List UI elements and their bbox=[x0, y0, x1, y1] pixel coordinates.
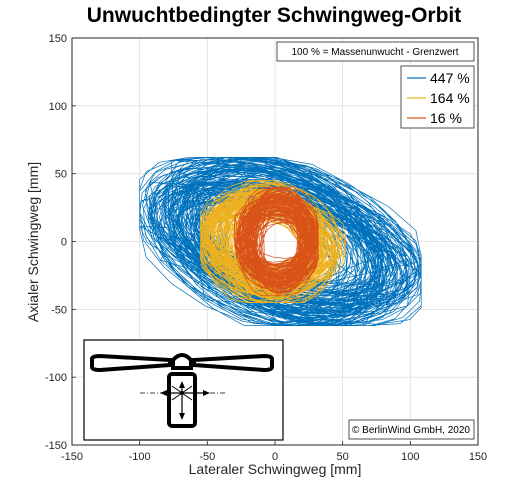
series-trace bbox=[234, 186, 319, 297]
y-axis-label: Axialer Schwingweg [mm] bbox=[25, 162, 41, 322]
legend-label: 447 % bbox=[430, 70, 470, 86]
y-tick-label: 100 bbox=[49, 101, 67, 113]
x-tick-label: -100 bbox=[129, 451, 151, 463]
series-3 bbox=[234, 186, 319, 297]
legend-label: 164 % bbox=[430, 90, 470, 106]
copyright-text: © BerlinWind GmbH, 2020 bbox=[352, 425, 470, 436]
y-tick-label: 50 bbox=[55, 169, 67, 181]
y-tick-label: -100 bbox=[45, 372, 67, 384]
ticks: -150 -100 -50 0 50 100 150 -150 -100 -50 0 50 100 150 bbox=[45, 33, 487, 463]
legend-label: 16 % bbox=[430, 110, 462, 126]
x-tick-label: -50 bbox=[199, 451, 215, 463]
copyright-box bbox=[348, 419, 475, 440]
y-tick-label: -150 bbox=[45, 440, 67, 452]
x-tick-label: 50 bbox=[337, 451, 349, 463]
note-text: 100 % = Massenunwucht - Grenzwert bbox=[291, 47, 458, 58]
y-tick-label: 150 bbox=[49, 33, 67, 45]
data-layer bbox=[139, 157, 422, 326]
x-tick-label: 150 bbox=[469, 451, 487, 463]
x-tick-label: -150 bbox=[61, 451, 83, 463]
x-axis-label: Lateraler Schwingweg [mm] bbox=[189, 461, 362, 477]
note-box bbox=[276, 41, 475, 62]
legend: 447 % 164 % 16 % bbox=[407, 70, 470, 126]
y-tick-label: 0 bbox=[61, 237, 67, 249]
turbine-schematic-inset bbox=[83, 339, 284, 441]
y-tick-label: -50 bbox=[51, 304, 67, 316]
x-tick-label: 100 bbox=[401, 451, 419, 463]
chart-title: Unwuchtbedingter Schwingweg-Orbit bbox=[86, 4, 462, 27]
x-tick-label: 0 bbox=[272, 451, 278, 463]
